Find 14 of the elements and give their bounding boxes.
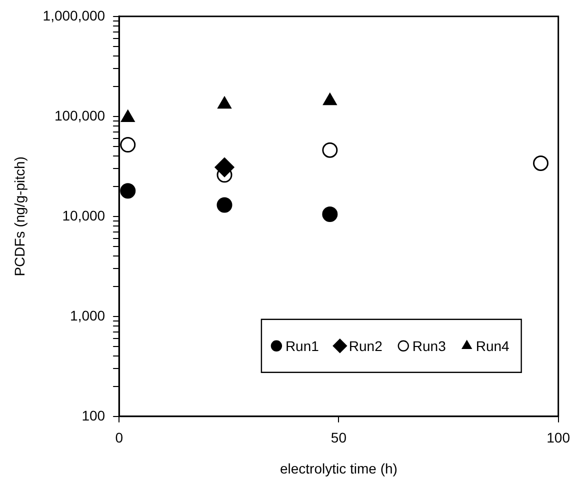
y-tick-label: 10,000 [62, 207, 106, 224]
y-tick-label: 1,000 [70, 307, 106, 324]
y-tick-label: 100,000 [54, 107, 106, 124]
legend-label: Run4 [476, 338, 510, 354]
y-tick-label: 100 [82, 407, 106, 424]
y-tick-label: 1,000,000 [42, 7, 106, 24]
legend-label: Run1 [285, 338, 320, 354]
x-tick-label: 0 [115, 430, 124, 446]
x-axis-title: electrolytic time (h) [280, 460, 398, 476]
legend-label: Run3 [412, 338, 446, 354]
x-tick-label: 100 [546, 430, 570, 446]
legend-label: Run2 [348, 338, 383, 354]
x-tick-label: 50 [330, 430, 347, 446]
y-axis-title: PCDFs (ng/g-pitch) [11, 156, 28, 276]
